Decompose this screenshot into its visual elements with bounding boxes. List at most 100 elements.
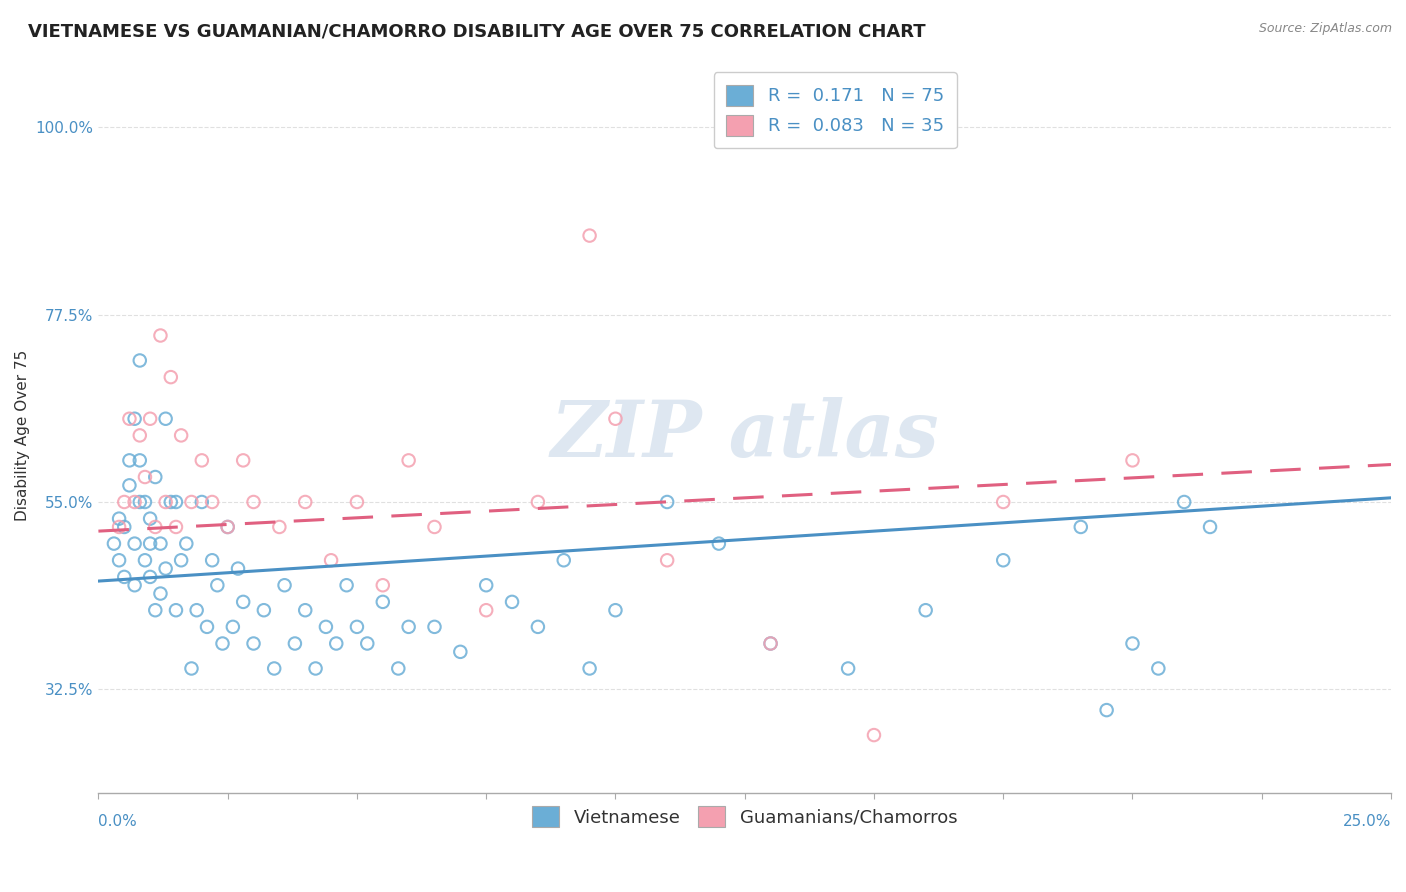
Point	[159, 370, 181, 384]
Point	[186, 603, 208, 617]
Point	[605, 603, 627, 617]
Point	[155, 495, 177, 509]
Point	[993, 495, 1015, 509]
Point	[759, 636, 782, 650]
Point	[423, 520, 446, 534]
Point	[284, 636, 307, 650]
Point	[143, 520, 166, 534]
Point	[319, 553, 342, 567]
Point	[356, 636, 378, 650]
Point	[128, 353, 150, 368]
Point	[149, 586, 172, 600]
Point	[423, 620, 446, 634]
Text: 25.0%: 25.0%	[1343, 814, 1391, 830]
Point	[108, 520, 131, 534]
Point	[180, 661, 202, 675]
Point	[657, 553, 679, 567]
Point	[398, 453, 420, 467]
Point	[553, 553, 575, 567]
Point	[346, 495, 368, 509]
Point	[134, 470, 156, 484]
Point	[475, 578, 498, 592]
Point	[387, 661, 409, 675]
Point	[143, 470, 166, 484]
Y-axis label: Disability Age Over 75: Disability Age Over 75	[15, 350, 30, 521]
Point	[201, 495, 224, 509]
Point	[294, 495, 316, 509]
Legend: Vietnamese, Guamanians/Chamorros: Vietnamese, Guamanians/Chamorros	[524, 799, 965, 834]
Point	[253, 603, 276, 617]
Point	[143, 603, 166, 617]
Point	[371, 595, 394, 609]
Point	[124, 578, 146, 592]
Point	[273, 578, 295, 592]
Point	[226, 561, 249, 575]
Point	[112, 495, 135, 509]
Point	[232, 453, 254, 467]
Point	[112, 570, 135, 584]
Point	[165, 603, 187, 617]
Point	[1070, 520, 1092, 534]
Point	[155, 411, 177, 425]
Point	[993, 553, 1015, 567]
Point	[134, 495, 156, 509]
Point	[325, 636, 347, 650]
Point	[118, 478, 141, 492]
Point	[165, 495, 187, 509]
Point	[134, 553, 156, 567]
Point	[294, 603, 316, 617]
Point	[1199, 520, 1222, 534]
Point	[124, 536, 146, 550]
Point	[159, 495, 181, 509]
Point	[139, 536, 162, 550]
Point	[707, 536, 730, 550]
Point	[1173, 495, 1195, 509]
Point	[578, 228, 600, 243]
Point	[232, 595, 254, 609]
Point	[242, 495, 264, 509]
Point	[501, 595, 523, 609]
Point	[605, 411, 627, 425]
Point	[195, 620, 218, 634]
Point	[108, 553, 131, 567]
Point	[128, 428, 150, 442]
Point	[211, 636, 233, 650]
Point	[263, 661, 285, 675]
Point	[139, 411, 162, 425]
Text: ZIP atlas: ZIP atlas	[550, 397, 939, 474]
Point	[124, 495, 146, 509]
Point	[863, 728, 886, 742]
Point	[304, 661, 326, 675]
Point	[128, 495, 150, 509]
Point	[217, 520, 239, 534]
Point	[191, 453, 214, 467]
Point	[180, 495, 202, 509]
Point	[139, 511, 162, 525]
Point	[657, 495, 679, 509]
Point	[1121, 453, 1143, 467]
Point	[128, 453, 150, 467]
Point	[759, 636, 782, 650]
Point	[112, 520, 135, 534]
Point	[176, 536, 198, 550]
Point	[475, 603, 498, 617]
Point	[191, 495, 214, 509]
Point	[269, 520, 291, 534]
Point	[217, 520, 239, 534]
Point	[336, 578, 359, 592]
Point	[398, 620, 420, 634]
Point	[914, 603, 936, 617]
Point	[315, 620, 337, 634]
Point	[124, 411, 146, 425]
Point	[108, 511, 131, 525]
Point	[170, 553, 193, 567]
Point	[837, 661, 859, 675]
Point	[149, 328, 172, 343]
Point	[149, 536, 172, 550]
Point	[139, 570, 162, 584]
Point	[222, 620, 245, 634]
Point	[346, 620, 368, 634]
Point	[1121, 636, 1143, 650]
Point	[207, 578, 229, 592]
Point	[118, 453, 141, 467]
